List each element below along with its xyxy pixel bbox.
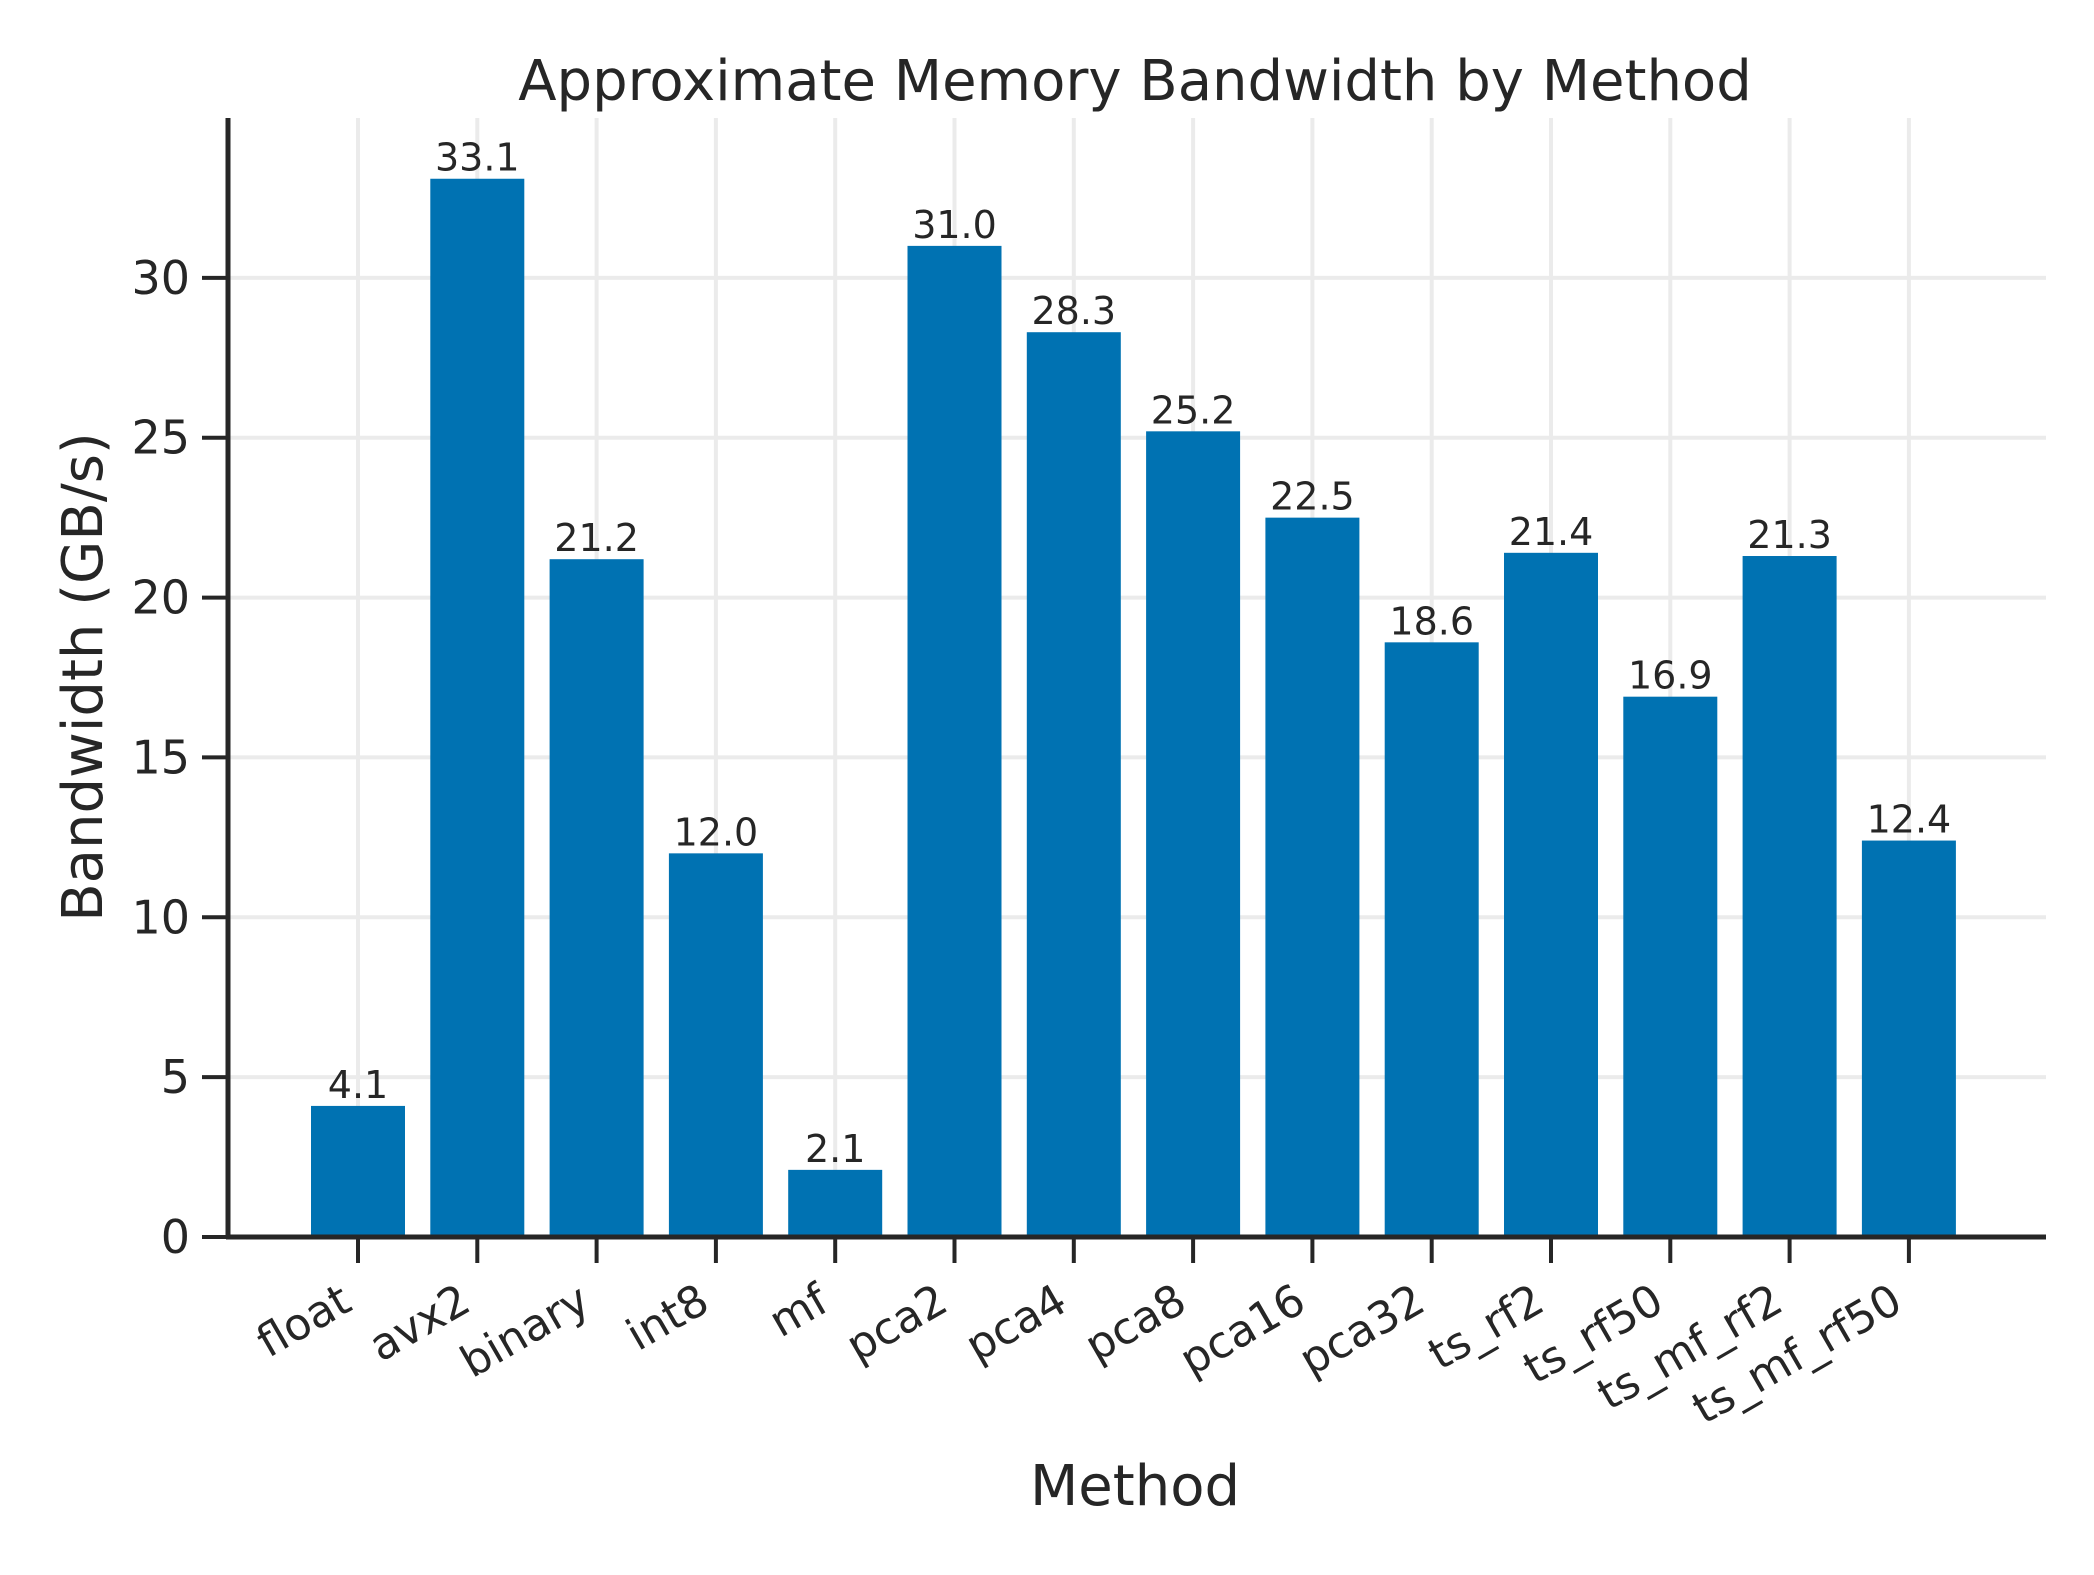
x-tick-label: float	[248, 1274, 359, 1368]
bar-ts_mf_rf50	[1861, 840, 1956, 1237]
bar-value-label: 16.9	[1628, 654, 1713, 698]
y-tick-label: 0	[161, 1210, 190, 1264]
bar-value-label: 33.1	[435, 136, 520, 180]
bar-value-label: 4.1	[328, 1063, 388, 1107]
x-tick-label: pca8	[1076, 1274, 1194, 1372]
bar-ts_rf2	[1504, 552, 1598, 1237]
bar-int8	[668, 853, 763, 1237]
x-tick-label: pca16	[1171, 1274, 1313, 1386]
bar-pca16	[1265, 517, 1360, 1237]
bar-value-labels: 4.1 33.1 21.2 12.0 2.1 31.0 28.3 25.2 22.5 18.6 21…	[328, 136, 1951, 1171]
bar-float	[311, 1105, 405, 1237]
bar-binary	[549, 559, 644, 1237]
bar-value-label: 18.6	[1389, 599, 1474, 643]
bars	[311, 178, 1956, 1237]
axes	[225, 118, 2046, 1240]
y-tick-label: 10	[131, 890, 190, 944]
y-tick-label: 5	[161, 1050, 190, 1104]
x-tick-label: mf	[761, 1274, 838, 1348]
bar-value-label: 31.0	[912, 203, 997, 247]
bar-value-label: 21.4	[1509, 510, 1594, 554]
bar-avx2	[430, 178, 525, 1237]
bar-pca32	[1384, 642, 1479, 1237]
y-axis-ticks: 0 5 10 15 20 25 30	[131, 251, 228, 1264]
bar-ts_rf50	[1623, 696, 1718, 1237]
y-tick-label: 20	[131, 571, 190, 625]
y-axis-label: Bandwidth (GB/s)	[51, 432, 116, 921]
x-tick-label: pca4	[957, 1274, 1075, 1372]
bar-value-label: 12.4	[1867, 798, 1952, 842]
bar-value-label: 21.2	[554, 516, 639, 560]
bar-pca2	[907, 245, 1002, 1237]
bar-value-label: 21.3	[1747, 513, 1832, 557]
bar-mf	[788, 1169, 883, 1237]
bar-ts_mf_rf2	[1742, 556, 1837, 1237]
bar-value-label: 28.3	[1031, 289, 1116, 333]
x-tick-label: pca32	[1291, 1274, 1433, 1386]
bar-value-label: 25.2	[1151, 388, 1236, 432]
y-tick-label: 15	[131, 730, 190, 784]
chart-title: Approximate Memory Bandwidth by Method	[518, 49, 1752, 114]
y-tick-label: 30	[131, 251, 190, 305]
x-axis-label: Method	[1030, 1454, 1240, 1519]
y-tick-label: 25	[131, 411, 190, 465]
bar-pca8	[1146, 431, 1241, 1237]
bar-pca4	[1026, 332, 1121, 1237]
x-tick-label: pca2	[838, 1274, 956, 1372]
bar-value-label: 12.0	[674, 810, 759, 854]
bar-value-label: 2.1	[805, 1127, 865, 1171]
bar-value-label: 22.5	[1270, 475, 1355, 519]
x-tick-label: int8	[618, 1274, 717, 1361]
x-tick-label: binary	[452, 1274, 598, 1388]
